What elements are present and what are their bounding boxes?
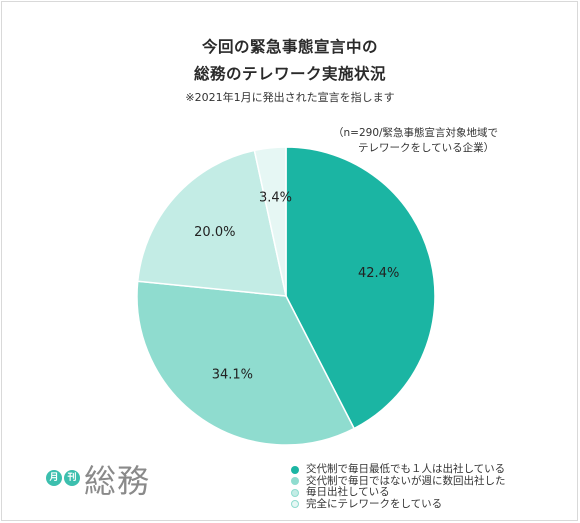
legend-item-full-telework: 完全にテレワークをしている xyxy=(291,497,506,511)
logo-badge-month: 月 xyxy=(46,470,62,486)
legend-label-weekly-rotation: 交代制で毎日ではないが週に数回出社した xyxy=(306,474,506,487)
pie-slice-weekly-rotation xyxy=(136,280,356,446)
legend-swatch-daily-rotation xyxy=(291,465,299,474)
legend-label-full-telework: 完全にテレワークをしている xyxy=(306,497,443,510)
pie-slices xyxy=(136,146,436,446)
chart-legend: 交代制で毎日最低でも１人は出社している 交代制で毎日ではないが週に数回出社した 毎日… xyxy=(291,463,506,511)
chart-title-line2: 総務のテレワーク実施状況 xyxy=(193,65,386,83)
chart-subtitle: ※2021年1月に発出された宣言を指します xyxy=(185,91,395,104)
chart-title-line1: 今回の緊急事態宣言中の xyxy=(201,38,378,56)
pie-slice-daily-rotation xyxy=(285,146,436,430)
legend-swatch-weekly-rotation xyxy=(291,477,299,486)
pie-label-full-telework: 3.4% xyxy=(259,191,292,206)
legend-swatch-daily-office xyxy=(291,488,299,497)
pie-slice-full-telework xyxy=(253,146,287,297)
legend-swatch-full-telework xyxy=(291,500,299,509)
legend-item-daily-rotation: 交代制で毎日最低でも１人は出社している xyxy=(291,463,506,476)
pie-slice-labels: 42.4% 34.1% 20.0% 3.4% xyxy=(194,191,399,383)
legend-item-daily-office: 毎日出社している xyxy=(291,486,506,499)
pie-label-daily-rotation: 42.4% xyxy=(358,266,399,281)
logo-wordmark: 総務 xyxy=(84,462,151,500)
sample-note-line2: テレワークをしている企業） xyxy=(358,142,495,154)
pie-label-daily-office: 20.0% xyxy=(194,225,235,240)
legend-label-daily-rotation: 交代制で毎日最低でも１人は出社している xyxy=(306,463,506,475)
pie-label-weekly-rotation: 34.1% xyxy=(212,367,253,382)
legend-item-weekly-rotation: 交代制で毎日ではないが週に数回出社した xyxy=(291,474,506,488)
pie-slice-daily-office xyxy=(136,149,287,297)
sample-note-line1: （n=290/緊急事態宣言対象地域で xyxy=(333,127,499,139)
legend-label-daily-office: 毎日出社している xyxy=(306,486,390,498)
logo-badge-publication: 刊 xyxy=(64,470,80,486)
